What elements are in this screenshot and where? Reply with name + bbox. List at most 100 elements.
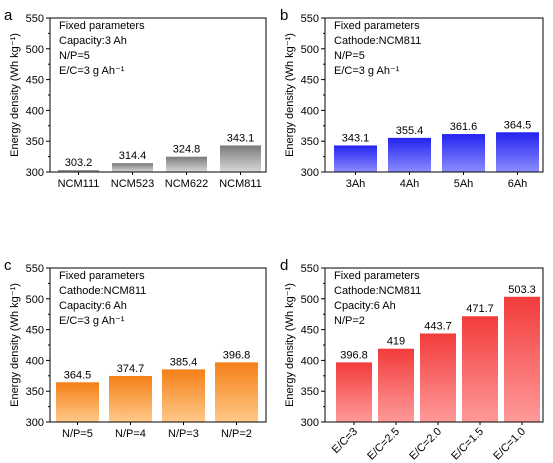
y-axis-label: Energy density (Wh kg⁻¹) xyxy=(284,283,296,407)
y-tick-label: 450 xyxy=(26,325,44,337)
x-tick-label: E/C=1.0 xyxy=(491,426,528,463)
bar-E/C=1.5 xyxy=(462,316,498,422)
parameter-note: N/P=5 xyxy=(59,50,90,62)
bar-value-label: 419 xyxy=(387,336,405,348)
bar-NCM811 xyxy=(220,145,261,172)
bar-4Ah xyxy=(388,137,431,172)
bar-NCM523 xyxy=(112,163,153,172)
panel-b: b Energy density (Wh kg⁻¹) 300 350 400 450 500… xyxy=(280,7,544,190)
y-tick-label: 400 xyxy=(26,105,44,117)
parameter-note: E/C=3 g Ah⁻¹ xyxy=(334,65,400,77)
y-tick-label: 500 xyxy=(26,294,44,306)
x-tick-label: 4Ah xyxy=(400,178,420,190)
bar-6Ah xyxy=(496,132,539,172)
parameter-note: Capacity:3 Ah xyxy=(59,35,127,47)
x-tick-label: E/C=2.5 xyxy=(365,426,402,463)
bar-value-label: 361.6 xyxy=(450,121,478,133)
bar-NCM111 xyxy=(58,170,99,172)
parameter-note: Fixed parameters xyxy=(334,270,420,282)
plot-frame xyxy=(324,267,544,423)
bar-value-label: 364.5 xyxy=(64,369,92,381)
panel-d: d Energy density (Wh kg⁻¹) 300 350 400 450 500… xyxy=(280,257,544,463)
y-axis-label: Energy density (Wh kg⁻¹) xyxy=(284,33,296,157)
bar-value-label: 385.4 xyxy=(170,356,198,368)
plot-frame xyxy=(324,17,544,173)
y-tick-label: 400 xyxy=(301,355,319,367)
x-tick-label: N/P=5 xyxy=(62,428,93,440)
y-tick-label: 550 xyxy=(26,263,44,275)
parameter-note: Capacity:6 Ah xyxy=(59,300,127,312)
bar-value-label: 374.7 xyxy=(117,363,145,375)
x-tick-label: N/P=3 xyxy=(168,428,199,440)
y-tick-label: 550 xyxy=(26,13,44,25)
y-tick-label: 400 xyxy=(26,355,44,367)
parameter-note: Cathode:NCM811 xyxy=(334,285,421,297)
y-tick-label: 350 xyxy=(26,386,44,398)
y-tick-label: 350 xyxy=(301,386,319,398)
bar-5Ah xyxy=(442,134,485,172)
parameter-note: Fixed parameters xyxy=(59,20,145,32)
y-tick-label: 450 xyxy=(26,75,44,87)
y-tick-label: 500 xyxy=(301,44,319,56)
bar-value-label: 396.8 xyxy=(223,349,251,361)
y-tick-label: 550 xyxy=(301,13,319,25)
y-tick-label: 300 xyxy=(26,167,44,179)
bar-3Ah xyxy=(334,145,377,172)
x-tick-label: NCM111 xyxy=(58,178,100,190)
bar-value-label: 314.4 xyxy=(119,150,147,162)
plot-frame xyxy=(49,17,267,173)
bar-value-label: 364.5 xyxy=(504,119,532,131)
parameter-note: E/C=3 g Ah⁻¹ xyxy=(59,315,125,327)
bar-E/C=3 xyxy=(336,362,372,422)
y-tick-label: 450 xyxy=(301,325,319,337)
parameter-note: E/C=3 g Ah⁻¹ xyxy=(59,65,125,77)
panel-letter: d xyxy=(280,257,288,274)
x-tick-label: 6Ah xyxy=(508,178,528,190)
parameter-note: N/P=2 xyxy=(334,315,365,327)
x-tick-label: 3Ah xyxy=(346,178,366,190)
parameter-note: Fixed parameters xyxy=(334,20,420,32)
bar-N/P=3 xyxy=(162,369,205,422)
y-tick-label: 350 xyxy=(301,136,319,148)
y-tick-label: 400 xyxy=(301,105,319,117)
x-tick-label: 5Ah xyxy=(454,178,474,190)
bar-value-label: 443.7 xyxy=(424,320,452,332)
bar-value-label: 303.2 xyxy=(65,157,93,169)
panel-letter: a xyxy=(4,7,13,24)
bar-value-label: 471.7 xyxy=(466,303,494,315)
bar-N/P=5 xyxy=(56,382,99,422)
bar-NCM622 xyxy=(166,156,207,172)
y-tick-label: 500 xyxy=(301,294,319,306)
panel-letter: b xyxy=(280,7,288,24)
bar-value-label: 343.1 xyxy=(227,132,255,144)
panel-letter: c xyxy=(4,257,12,274)
bar-value-label: 343.1 xyxy=(342,132,370,144)
y-axis-label: Energy density (Wh kg⁻¹) xyxy=(9,33,21,157)
parameter-note: N/P=5 xyxy=(334,50,365,62)
bar-N/P=2 xyxy=(215,362,258,422)
panel-c: c Energy density (Wh kg⁻¹) 300 350 400 450 500… xyxy=(4,257,267,440)
y-tick-label: 450 xyxy=(301,75,319,87)
x-tick-label: NCM811 xyxy=(219,178,262,190)
y-tick-label: 550 xyxy=(301,263,319,275)
bar-E/C=2.5 xyxy=(378,348,414,422)
bar-E/C=1.0 xyxy=(504,296,540,422)
bar-value-label: 324.8 xyxy=(173,144,201,156)
y-tick-label: 500 xyxy=(26,44,44,56)
parameter-note: Fixed parameters xyxy=(59,270,145,282)
panel-a: a Energy density (Wh kg⁻¹) 300 350 400 450 500… xyxy=(4,7,267,190)
y-tick-label: 300 xyxy=(301,417,319,429)
bar-value-label: 503.3 xyxy=(508,284,536,296)
y-tick-label: 300 xyxy=(26,417,44,429)
bar-E/C=2.0 xyxy=(420,333,456,422)
y-axis-label: Energy density (Wh kg⁻¹) xyxy=(9,283,21,407)
bar-N/P=4 xyxy=(109,375,152,422)
x-tick-label: E/C=3 xyxy=(330,426,360,456)
y-tick-label: 350 xyxy=(26,136,44,148)
x-tick-label: NCM523 xyxy=(111,178,154,190)
parameter-note: Cathode:NCM811 xyxy=(334,35,421,47)
bar-value-label: 355.4 xyxy=(396,125,424,137)
x-tick-label: N/P=4 xyxy=(115,428,146,440)
bar-value-label: 396.8 xyxy=(340,349,368,361)
